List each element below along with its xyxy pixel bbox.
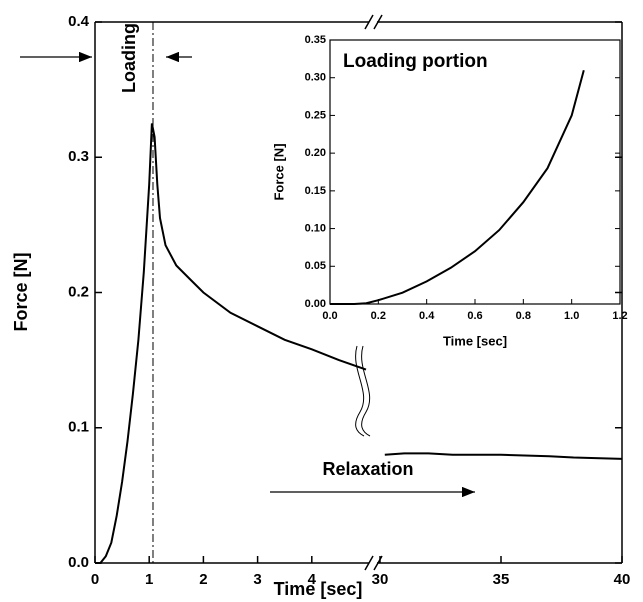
x-tick-label: 0.0 [322,310,337,322]
axis-break [364,14,374,30]
x-tick-label: 0.4 [419,310,435,322]
x-tick-label: 35 [493,571,510,588]
inset-title: Loading portion [343,51,488,72]
y-tick-label: 0.1 [68,419,89,436]
x-tick-label: 4 [308,571,317,588]
x-axis-label: Time [sec] [443,333,507,348]
y-tick-label: 0.0 [68,554,89,571]
x-tick-label: 1 [145,571,153,588]
axis-break [364,555,374,571]
y-tick-label: 0.10 [305,222,326,234]
y-tick-label: 0.2 [68,283,89,300]
axis-break [373,14,383,30]
data-line [384,452,623,460]
curve-break [361,345,371,437]
x-tick-label: 40 [614,571,631,588]
x-tick-label: 1.0 [564,310,579,322]
annotation: Relaxation [322,459,413,479]
x-tick-label: 0.8 [516,310,531,322]
y-tick-label: 0.4 [68,13,90,30]
data-line [95,123,367,564]
x-axis-label: Time [sec] [274,579,363,599]
data-line [330,69,585,305]
x-tick-label: 30 [372,571,389,588]
y-tick-label: 0.30 [305,72,326,84]
y-tick-label: 0.3 [68,148,89,165]
x-tick-label: 3 [253,571,261,588]
y-tick-label: 0.15 [305,185,326,197]
annotation: Loading [119,23,139,93]
y-axis-label: Force [N] [271,143,286,200]
inset-frame [329,39,621,305]
y-tick-label: 0.05 [305,260,326,272]
y-axis-label: Force [N] [11,252,31,331]
x-tick-label: 0.2 [371,310,386,322]
y-tick-label: 0.35 [305,34,326,46]
x-tick-label: 0.6 [467,310,482,322]
curve-break [355,345,365,437]
x-tick-label: 1.2 [612,310,627,322]
y-tick-label: 0.25 [305,109,326,121]
y-tick-label: 0.20 [305,147,326,159]
y-tick-label: 0.00 [305,298,326,310]
x-tick-label: 2 [199,571,207,588]
x-tick-label: 0 [91,571,99,588]
